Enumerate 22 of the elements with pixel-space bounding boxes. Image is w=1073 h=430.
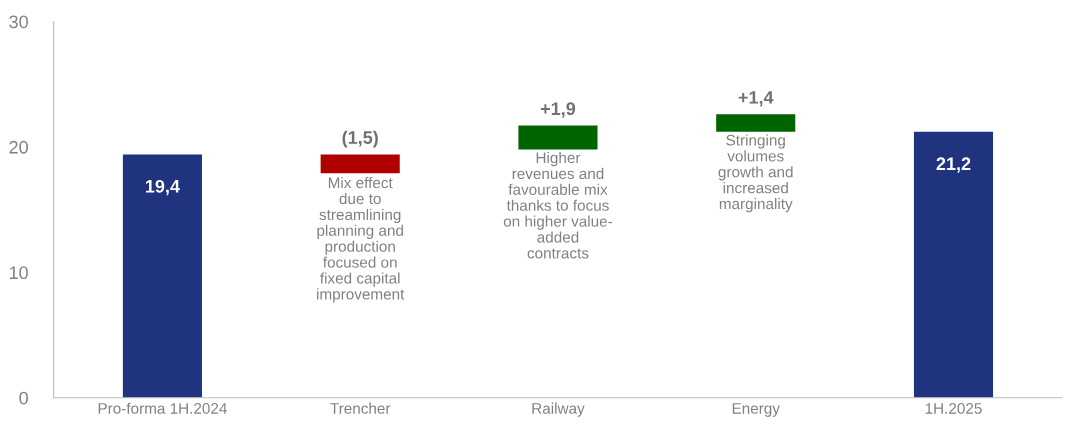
y-tick-label: 20: [9, 140, 28, 154]
bar: [913, 131, 994, 398]
data-label: 21,2: [936, 157, 971, 173]
bar: [518, 125, 598, 150]
annotation: Mix effect due to streamlining planning and production focused on fixed capital improvement: [317, 177, 405, 303]
data-label: +1,4: [738, 91, 774, 107]
x-tick-label: 1H.2025: [925, 403, 982, 414]
y-tick-label: 10: [9, 266, 28, 280]
y-tick-label: 30: [9, 15, 28, 29]
y-tick-label: 0: [19, 391, 28, 405]
annotation: Stringing volumes growth and increased marginality: [718, 134, 793, 213]
annotation: Higher revenues and favourable mix thanks to focus on higher value- added contracts: [503, 151, 613, 259]
bar: [716, 114, 796, 132]
x-tick-label: Railway: [532, 402, 585, 417]
data-label: 19,4: [145, 179, 180, 196]
bar: [320, 154, 400, 174]
x-tick-label: Pro-forma 1H.2024: [98, 402, 227, 414]
bar: [122, 154, 202, 398]
x-tick-label: Energy: [732, 403, 780, 417]
x-tick-label: Trencher: [330, 402, 391, 414]
data-label: +1,9: [540, 102, 576, 118]
data-label: (1,5): [342, 130, 378, 148]
